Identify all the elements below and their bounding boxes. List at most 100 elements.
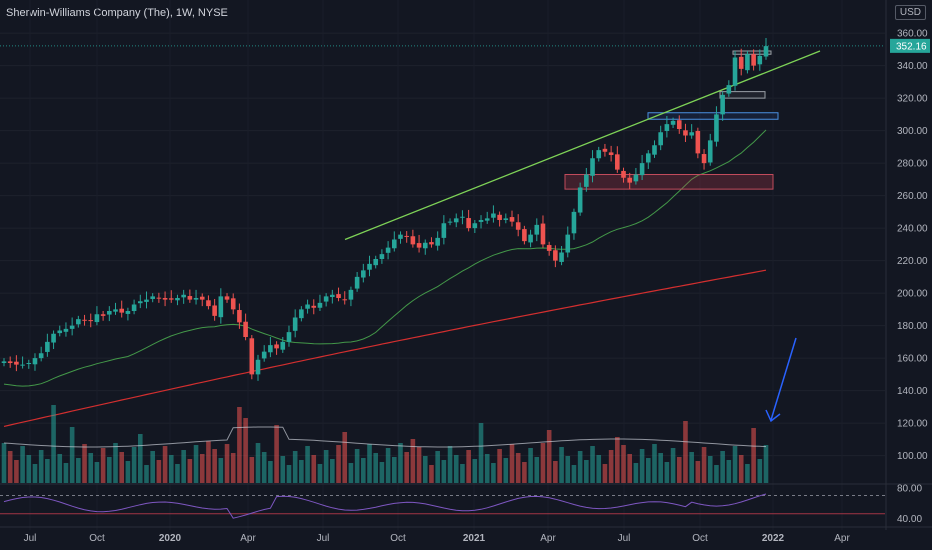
volume-bar bbox=[14, 460, 19, 483]
candle-body bbox=[540, 223, 546, 245]
volume-bar bbox=[478, 423, 484, 483]
candle-body bbox=[627, 177, 633, 183]
price-zone bbox=[647, 112, 779, 120]
candle-body bbox=[559, 252, 564, 262]
candle-body bbox=[119, 308, 125, 313]
candle-body bbox=[274, 344, 279, 349]
y-tick-label: 180.00 bbox=[897, 321, 928, 332]
volume-bar bbox=[336, 445, 341, 483]
candle-body bbox=[299, 309, 304, 319]
candle-body bbox=[528, 234, 533, 243]
y-tick-label: 360.00 bbox=[897, 29, 928, 40]
volume-bar bbox=[528, 448, 533, 483]
volume-bar bbox=[534, 457, 540, 483]
volume-bar bbox=[484, 454, 490, 483]
candle-body bbox=[212, 305, 217, 316]
candle-body bbox=[69, 325, 75, 329]
candle-body bbox=[32, 358, 38, 365]
volume-bar bbox=[7, 451, 13, 483]
volume-bar bbox=[472, 459, 478, 483]
candle-body bbox=[683, 130, 688, 136]
y-tick-label: 140.00 bbox=[897, 386, 928, 397]
volume-bar bbox=[268, 461, 273, 483]
volume-bar bbox=[714, 465, 719, 483]
y-tick-label: 200.00 bbox=[897, 289, 928, 300]
candle-body bbox=[26, 363, 32, 364]
candle-body bbox=[509, 217, 515, 222]
candle-body bbox=[354, 276, 360, 289]
volume-bar bbox=[435, 451, 440, 483]
y-tick-label: 340.00 bbox=[897, 61, 928, 72]
volume-bar bbox=[224, 444, 230, 483]
candle-body bbox=[621, 170, 626, 178]
candle-body bbox=[522, 229, 527, 242]
rsi-tick-label: 40.00 bbox=[897, 514, 922, 525]
volume-bar bbox=[676, 457, 682, 483]
candle-body bbox=[763, 46, 769, 57]
volume-bar bbox=[330, 459, 335, 483]
volume-bar bbox=[1, 443, 7, 483]
candle-body bbox=[144, 299, 149, 302]
annotation-arrow bbox=[770, 337, 797, 421]
x-tick-label: Jul bbox=[618, 533, 631, 544]
volume-bar bbox=[38, 450, 44, 483]
volume-bar bbox=[701, 447, 707, 483]
volume-bar bbox=[76, 458, 81, 483]
candle-body bbox=[664, 124, 670, 131]
y-tick-label: 320.00 bbox=[897, 94, 928, 105]
candle-body bbox=[689, 132, 694, 136]
volume-bar bbox=[206, 441, 211, 483]
candle-body bbox=[422, 242, 428, 249]
candle-body bbox=[131, 304, 137, 311]
y-tick-label: 240.00 bbox=[897, 224, 928, 235]
candle-body bbox=[230, 298, 236, 310]
volume-bar bbox=[596, 455, 602, 483]
candle-body bbox=[305, 304, 310, 309]
volume-bar bbox=[683, 421, 688, 483]
candle-body bbox=[7, 361, 13, 363]
volume-bar bbox=[218, 458, 224, 483]
volume-bar bbox=[410, 439, 416, 483]
y-tick-label: 160.00 bbox=[897, 354, 928, 365]
volume-bar bbox=[150, 451, 155, 483]
candle-body bbox=[732, 57, 738, 86]
volume-bar bbox=[107, 457, 112, 483]
volume-bar bbox=[751, 428, 756, 483]
volume-bar bbox=[720, 451, 725, 483]
volume-bar bbox=[193, 445, 199, 483]
candle-body bbox=[311, 305, 317, 308]
candle-body bbox=[571, 211, 577, 234]
volume-bar bbox=[509, 444, 515, 483]
candle-body bbox=[330, 294, 335, 298]
rsi-tick-label: 80.00 bbox=[897, 483, 922, 494]
candle-body bbox=[243, 321, 248, 337]
candle-body bbox=[57, 330, 63, 334]
volume-bar bbox=[125, 461, 131, 483]
volume-bar bbox=[441, 460, 447, 483]
volume-bar bbox=[497, 449, 502, 483]
candle-body bbox=[168, 298, 174, 300]
trendline bbox=[344, 50, 821, 241]
candle-body bbox=[410, 236, 416, 245]
volume-bar bbox=[707, 456, 713, 483]
candle-body bbox=[534, 224, 540, 235]
candle-body bbox=[268, 345, 273, 353]
volume-bar bbox=[658, 453, 663, 483]
candle-body bbox=[162, 298, 168, 300]
volume-bar bbox=[63, 463, 69, 483]
candle-body bbox=[484, 218, 490, 221]
candle-body bbox=[546, 245, 552, 251]
volume-bar bbox=[280, 456, 286, 483]
candle-body bbox=[757, 55, 763, 65]
candle-body bbox=[633, 174, 639, 182]
candle-body bbox=[286, 332, 292, 342]
candle-body bbox=[658, 132, 663, 146]
candle-body bbox=[429, 242, 434, 245]
volume-bar bbox=[732, 446, 738, 483]
x-tick-label: Jul bbox=[317, 533, 330, 544]
currency-selector[interactable]: USD bbox=[894, 5, 926, 20]
candle-body bbox=[590, 158, 595, 176]
candle-body bbox=[125, 311, 131, 314]
volume-bar bbox=[299, 460, 304, 483]
